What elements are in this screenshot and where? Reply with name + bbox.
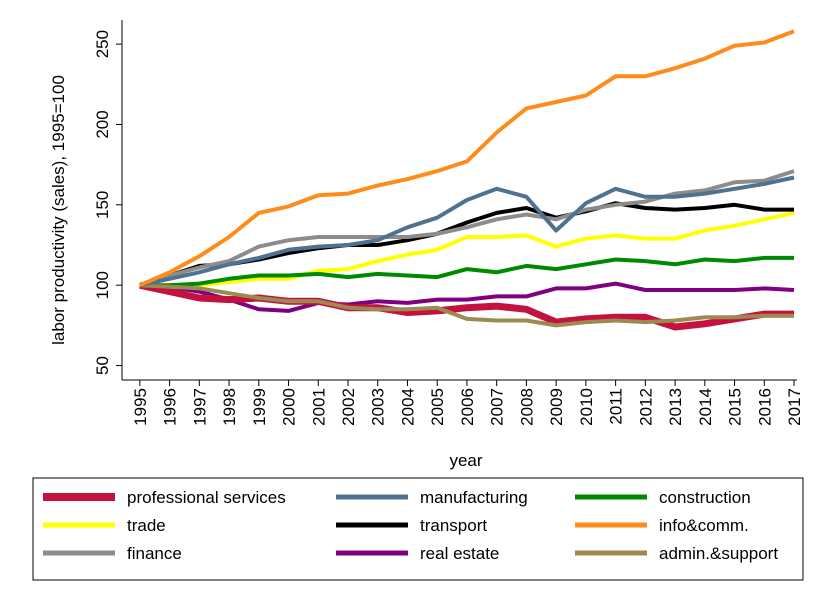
x-tick-label: 2012 (636, 388, 655, 426)
x-tick-label: 2008 (517, 388, 536, 426)
x-tick-label: 2011 (607, 388, 626, 425)
series-line (139, 210, 795, 288)
y-tick-label: 200 (93, 110, 112, 138)
legend-label: real estate (420, 544, 499, 563)
series-line (139, 283, 794, 328)
series-line (139, 281, 795, 313)
x-tick-label: 2000 (280, 388, 299, 426)
series-line (139, 29, 795, 288)
y-axis-title: labor productivity (sales), 1995=100 (49, 75, 68, 345)
x-tick-label: 2014 (696, 388, 715, 426)
legend-label: info&comm. (659, 516, 749, 535)
x-tick-label: 2007 (488, 388, 507, 426)
series-line (139, 255, 794, 288)
legend-box (32, 477, 804, 581)
x-tick-label: 2016 (755, 388, 774, 426)
y-tick-label: 50 (93, 356, 112, 375)
y-tick-label: 100 (93, 271, 112, 299)
x-tick-label: 2005 (428, 388, 447, 426)
x-tick-label: 2002 (339, 388, 358, 426)
x-tick-label: 1998 (220, 388, 239, 426)
x-tick-label: 2010 (577, 388, 596, 426)
x-tick-label: 2006 (458, 388, 477, 426)
legend-label: admin.&support (659, 544, 778, 563)
x-tick-label: 2001 (309, 388, 328, 426)
y-tick-label: 250 (93, 30, 112, 58)
series-line (139, 175, 795, 288)
x-tick-label: 2015 (726, 388, 745, 426)
series-line (139, 169, 795, 288)
x-tick-label: 1996 (161, 388, 180, 426)
x-tick-label: 2009 (547, 388, 566, 426)
x-axis-title: year (449, 451, 482, 470)
x-tick-label: 1999 (250, 388, 269, 426)
x-tick-label: 2017 (785, 388, 804, 426)
legend-label: construction (659, 488, 751, 507)
y-tick-label: 150 (93, 191, 112, 219)
legend-label: transport (420, 516, 487, 535)
x-tick-label: 2013 (666, 388, 685, 426)
legend-label: finance (127, 544, 182, 563)
x-tick-label: 2003 (369, 388, 388, 426)
legend-label: professional services (127, 488, 286, 507)
series-line (139, 281, 794, 331)
x-tick-label: 1995 (131, 388, 150, 426)
legend-label: trade (127, 516, 166, 535)
x-tick-label: 1997 (190, 388, 209, 426)
x-tick-label: 2004 (398, 388, 417, 426)
legend-label: manufacturing (420, 488, 528, 507)
